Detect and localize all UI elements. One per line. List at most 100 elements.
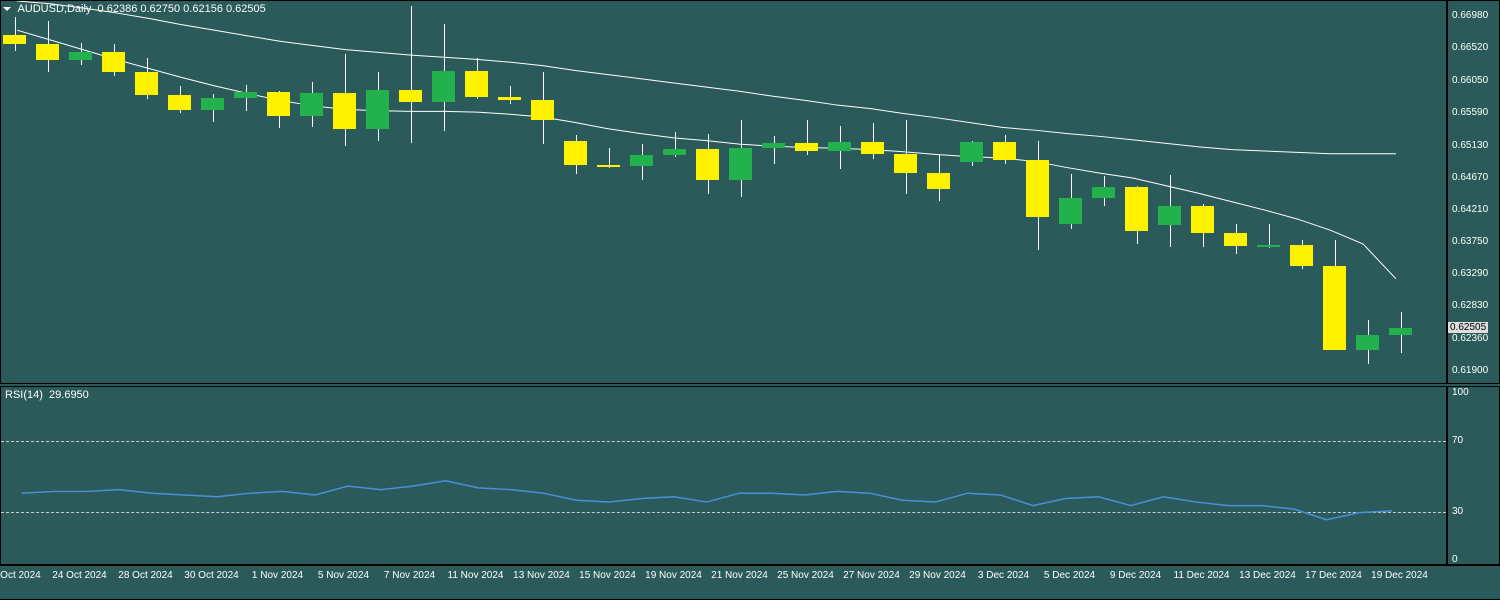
candle-down xyxy=(135,72,158,95)
date-tick: 15 Nov 2024 xyxy=(579,570,636,581)
candle-wick xyxy=(411,6,412,144)
date-tick: 13 Nov 2024 xyxy=(513,570,570,581)
candle-down xyxy=(36,44,59,60)
candle-down xyxy=(1191,206,1214,234)
date-tick: 3 Dec 2024 xyxy=(978,570,1029,581)
candle-down xyxy=(993,142,1016,160)
price-tick: 0.65130 xyxy=(1452,140,1488,151)
candle-down xyxy=(696,149,719,180)
chart-container: AUDUSD,Daily 0.62386 0.62750 0.62156 0.6… xyxy=(0,0,1500,600)
date-tick: 9 Dec 2024 xyxy=(1110,570,1161,581)
rsi-band-line xyxy=(1,441,1446,442)
current-price-marker: 0.62505 xyxy=(1448,322,1488,333)
rsi-tick: 30 xyxy=(1452,506,1463,517)
indicator-header: RSI(14) 29.6950 xyxy=(5,389,89,401)
price-tick: 0.65590 xyxy=(1452,107,1488,118)
price-tick: 0.64210 xyxy=(1452,204,1488,215)
candle-down xyxy=(597,165,620,167)
candle-down xyxy=(102,52,125,72)
candle-up xyxy=(1158,206,1181,226)
chevron-down-icon[interactable] xyxy=(3,7,11,11)
date-tick: 22 Oct 2024 xyxy=(0,570,41,581)
price-tick: 0.61900 xyxy=(1452,365,1488,376)
price-tick: 0.63750 xyxy=(1452,236,1488,247)
date-tick: 1 Nov 2024 xyxy=(252,570,303,581)
price-tick: 0.63290 xyxy=(1452,268,1488,279)
candle-up xyxy=(1389,328,1412,335)
rsi-band-line xyxy=(1,512,1446,513)
date-tick: 19 Dec 2024 xyxy=(1371,570,1428,581)
candle-up xyxy=(69,52,92,60)
candle-up xyxy=(762,143,785,147)
candle-up xyxy=(828,142,851,151)
main-price-chart[interactable]: AUDUSD,Daily 0.62386 0.62750 0.62156 0.6… xyxy=(0,0,1447,384)
price-tick: 0.64670 xyxy=(1452,172,1488,183)
candle-up xyxy=(1356,335,1379,350)
ohlc-values: 0.62386 0.62750 0.62156 0.62505 xyxy=(98,3,266,15)
candle-down xyxy=(1323,266,1346,350)
candle-up xyxy=(1257,245,1280,247)
ma-line-upper xyxy=(17,1,1396,154)
candle-up xyxy=(1059,198,1082,225)
price-tick: 0.62830 xyxy=(1452,300,1488,311)
candle-down xyxy=(267,92,290,116)
candle-down xyxy=(465,71,488,97)
date-tick: 29 Nov 2024 xyxy=(909,570,966,581)
date-tick: 27 Nov 2024 xyxy=(843,570,900,581)
candle-down xyxy=(894,154,917,174)
candle-down xyxy=(861,142,884,154)
date-tick: 5 Nov 2024 xyxy=(318,570,369,581)
candle-up xyxy=(366,90,389,129)
candle-up xyxy=(201,98,224,110)
candle-down xyxy=(795,143,818,151)
date-tick: 11 Dec 2024 xyxy=(1174,570,1230,581)
rsi-indicator-chart[interactable]: RSI(14) 29.6950 xyxy=(0,386,1447,565)
symbol-label: AUDUSD xyxy=(17,3,63,15)
moving-average-overlay xyxy=(1,1,1446,383)
rsi-tick: 70 xyxy=(1452,435,1463,446)
price-tick: 0.66050 xyxy=(1452,75,1488,86)
price-tick: 0.66520 xyxy=(1452,42,1488,53)
candle-down xyxy=(927,173,950,189)
rsi-tick: 100 xyxy=(1452,387,1469,398)
indicator-value: 29.6950 xyxy=(49,389,89,401)
date-tick: 19 Nov 2024 xyxy=(645,570,702,581)
timeframe-label: Daily xyxy=(67,3,91,15)
candle-up xyxy=(729,148,752,180)
candle-down xyxy=(168,95,191,110)
candle-down xyxy=(1026,160,1049,217)
indicator-name: RSI(14) xyxy=(5,389,43,401)
candle-up xyxy=(300,93,323,116)
chart-header: AUDUSD,Daily 0.62386 0.62750 0.62156 0.6… xyxy=(3,3,266,15)
candle-up xyxy=(663,149,686,155)
candle-down xyxy=(1125,187,1148,230)
price-tick: 0.62360 xyxy=(1452,333,1488,344)
rsi-tick: 0 xyxy=(1452,554,1458,565)
rsi-line xyxy=(1,387,1446,564)
rsi-axis: 100 70 30 0 xyxy=(1447,386,1500,565)
candle-down xyxy=(498,97,521,100)
candle-down xyxy=(333,93,356,129)
date-tick: 7 Nov 2024 xyxy=(384,570,435,581)
candle-up xyxy=(1092,187,1115,197)
candle-down xyxy=(3,35,26,45)
date-tick: 28 Oct 2024 xyxy=(118,570,172,581)
date-tick: 25 Nov 2024 xyxy=(777,570,834,581)
candle-down xyxy=(564,141,587,165)
price-tick: 0.66980 xyxy=(1452,10,1488,21)
date-tick: 21 Nov 2024 xyxy=(711,570,768,581)
candle-down xyxy=(1290,245,1313,267)
candle-down xyxy=(1224,233,1247,246)
date-tick: 5 Dec 2024 xyxy=(1044,570,1095,581)
time-axis: 22 Oct 2024 24 Oct 2024 28 Oct 2024 30 Oct … xyxy=(0,565,1500,600)
candle-wick xyxy=(774,136,775,164)
date-tick: 24 Oct 2024 xyxy=(52,570,106,581)
date-tick: 30 Oct 2024 xyxy=(184,570,238,581)
candle-up xyxy=(432,71,455,102)
candle-up xyxy=(234,92,257,98)
rsi-path xyxy=(21,481,1392,520)
candle-up xyxy=(960,142,983,162)
candle-down xyxy=(399,90,422,103)
price-axis: 0.66980 0.66520 0.66050 0.65590 0.65130 0.646… xyxy=(1447,0,1500,384)
candle-down xyxy=(531,100,554,120)
